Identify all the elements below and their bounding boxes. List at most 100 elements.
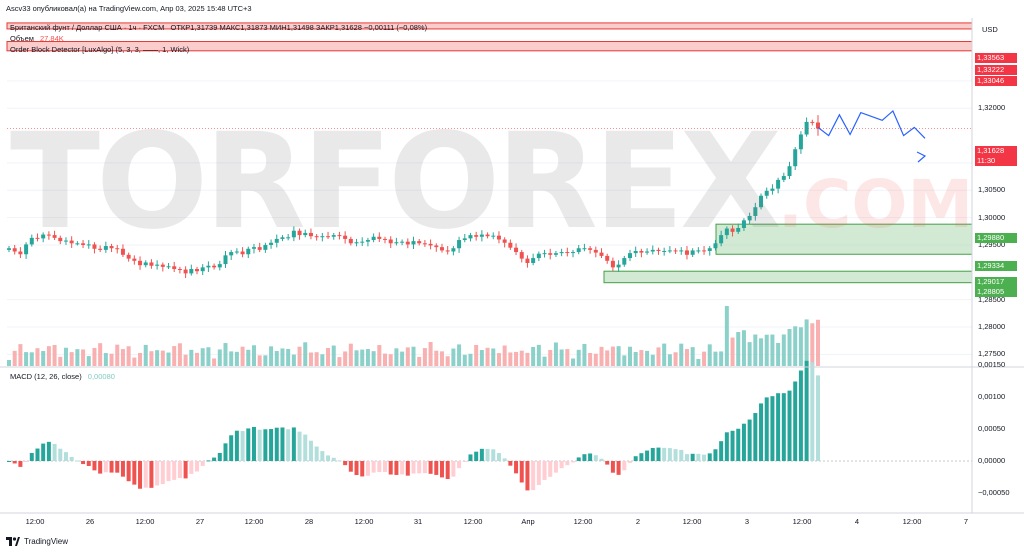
macd-bar (246, 428, 251, 461)
candle-body (35, 237, 40, 239)
candle-body (479, 234, 484, 237)
footer-brand[interactable]: TradingView (6, 537, 68, 546)
candle-body (52, 235, 57, 238)
macd-bar (582, 454, 587, 461)
indicator-legend[interactable]: Order Block Detector [LuxAlgo] (5, 3, 3,… (10, 45, 190, 54)
volume-bar (291, 354, 296, 366)
macd-bar (702, 454, 707, 461)
volume-bar (405, 347, 410, 366)
macd-bar (599, 458, 604, 461)
macd-bar (326, 455, 331, 461)
macd-bar (383, 461, 388, 472)
macd-bar (479, 448, 484, 461)
macd-axis-label: 0,00100 (978, 392, 1006, 401)
volume-bar (707, 344, 712, 366)
macd-bar (286, 429, 291, 461)
volume-bar (667, 354, 672, 366)
candle-body (411, 241, 416, 245)
time-axis-label: 4 (854, 517, 860, 526)
volume-bar (736, 332, 741, 366)
time-axis-label: 12:00 (573, 517, 593, 526)
candle-body (371, 236, 376, 241)
candle-body (496, 235, 501, 240)
volume-bar (343, 351, 348, 366)
volume-bar (798, 327, 803, 366)
candle-body (394, 242, 399, 244)
price-tag-bear-ob-3: 1,33046 (975, 76, 1017, 86)
candle-body (810, 121, 815, 123)
macd-bar (576, 457, 581, 461)
macd-bar (75, 460, 80, 462)
volume-bar (582, 344, 587, 366)
macd-bar (439, 461, 444, 478)
macd-bar (485, 448, 490, 461)
macd-bar (730, 430, 735, 461)
candle-body (166, 266, 171, 268)
candle-body (656, 249, 661, 251)
macd-bar (58, 448, 63, 461)
volume-bar (417, 356, 422, 366)
volume-bar (223, 343, 228, 366)
macd-bar (741, 423, 746, 461)
macd-bar (719, 441, 724, 461)
macd-bar (451, 461, 456, 477)
macd-bar (667, 448, 672, 461)
macd-legend[interactable]: MACD (12, 26, close) 0,00080 (10, 372, 115, 381)
macd-bar (320, 451, 325, 461)
instrument-name[interactable]: Британский фунт / Доллар США · 1ч · FXCM (10, 23, 165, 32)
macd-bar (46, 441, 51, 461)
candle-body (542, 253, 547, 255)
volume-bar (502, 345, 507, 366)
candle-body (69, 240, 74, 244)
macd-histogram (7, 360, 972, 491)
price-tag-bear-ob-2: 1,33222 (975, 65, 1017, 75)
macd-bar (474, 451, 479, 461)
macd-bar (531, 461, 536, 491)
candle-body (422, 243, 427, 245)
volume-bar (804, 319, 809, 366)
volume-bar (92, 347, 97, 366)
candle-body (177, 269, 182, 271)
volume-bar (759, 338, 764, 366)
volume-bar (645, 350, 650, 366)
macd-bar (411, 461, 416, 474)
volume-bar (132, 357, 137, 366)
macd-bar (759, 403, 764, 461)
macd-bar (645, 450, 650, 461)
volume-bar (764, 334, 769, 366)
macd-bar (126, 461, 131, 482)
candle-body (588, 248, 593, 250)
volume-bar (348, 343, 353, 366)
candle-body (610, 260, 615, 268)
candle-body (348, 238, 353, 244)
candle-body (565, 252, 570, 254)
axes-borders (0, 18, 1024, 514)
time-axis-label: 12:00 (463, 517, 483, 526)
volume-bar (371, 351, 376, 366)
volume-bar (217, 349, 222, 366)
candle-body (269, 242, 274, 245)
candle-body (377, 236, 382, 239)
candle-body (206, 265, 211, 268)
volume-bar (753, 334, 758, 366)
volume-bar (650, 354, 655, 366)
brand-name: TradingView (24, 537, 69, 546)
macd-bar (559, 461, 564, 469)
macd-bar (308, 440, 313, 461)
macd-bar (633, 456, 638, 461)
macd-bar (223, 443, 228, 461)
macd-bar (35, 448, 40, 461)
time-axis-label: 12:00 (682, 517, 702, 526)
macd-bar (724, 432, 729, 461)
volume-bar (103, 353, 108, 366)
candle-body (667, 250, 672, 252)
macd-bar (776, 393, 781, 461)
candle-body (98, 248, 103, 250)
macd-bar (639, 453, 644, 461)
candle-body (103, 246, 108, 250)
macd-bar (764, 397, 769, 461)
volume-legend[interactable]: Объем 27,84K (10, 34, 64, 43)
volume-bar (639, 350, 644, 366)
candle-body (787, 166, 792, 177)
